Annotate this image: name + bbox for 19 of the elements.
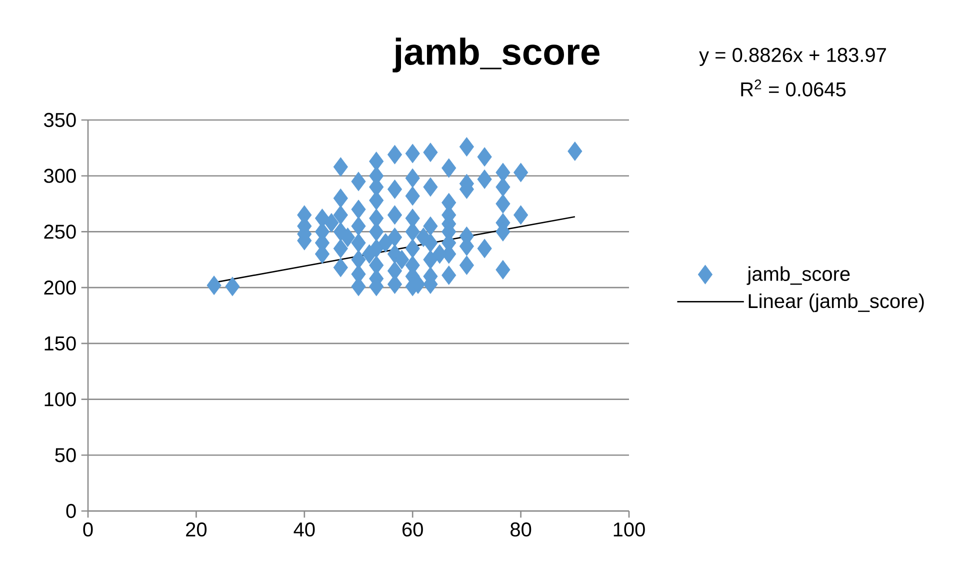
x-tick-label: 60 [402,522,423,537]
text: y = 0.8826x + 183.97 [699,48,886,66]
x-tick-label: 100 [614,522,645,537]
chart-title: jamb_score [392,38,600,72]
y-tick-label: 0 [66,504,76,518]
text: R$^{2}$ = 0.0645 [741,80,846,96]
x-tick-label: 20 [186,522,207,537]
legend-label: Linear (jamb_score) [748,293,924,312]
y-tick-label: 350 [44,112,76,128]
y-tick-label: 150 [44,336,76,350]
y-tick-label: 200 [44,280,76,295]
y-tick-label: 300 [44,168,76,183]
y-tick-label: 100 [44,392,76,406]
x-tick-label: 0 [83,522,93,537]
y-tick-label: 250 [44,224,76,239]
y-tick-label: 50 [55,448,76,462]
x-tick-label: 40 [294,522,315,537]
legend-label: jamb_score [746,266,850,285]
x-tick-label: 80 [510,522,532,537]
